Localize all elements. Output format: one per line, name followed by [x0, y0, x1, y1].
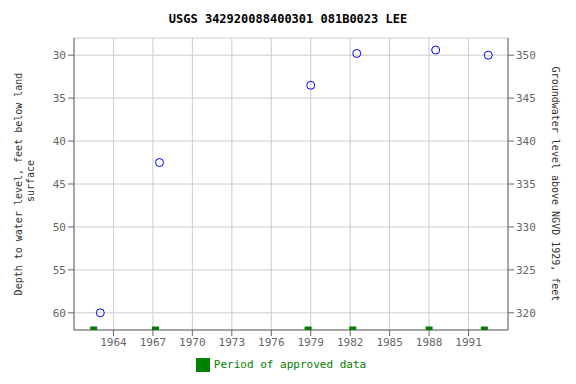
- svg-text:surface: surface: [25, 160, 36, 208]
- svg-text:1988: 1988: [416, 336, 443, 349]
- svg-text:320: 320: [516, 307, 536, 320]
- svg-text:345: 345: [516, 92, 536, 105]
- svg-text:1991: 1991: [455, 336, 482, 349]
- html-text:USGS 342920088400301 081B0023: USGS 342920088400301 081B0023 LEE: [168, 12, 408, 26]
- svg-text:55: 55: [53, 264, 66, 277]
- svg-text:Depth to water level, feet bel: Depth to water level, feet below land: [13, 73, 24, 296]
- svg-text:50: 50: [53, 221, 66, 234]
- svg-text:45: 45: [53, 178, 66, 191]
- svg-text:Groundwater level above NGVD 1: Groundwater level above NGVD 1929, feet: [550, 67, 561, 302]
- svg-text:340: 340: [516, 135, 536, 148]
- svg-text:35: 35: [53, 92, 66, 105]
- svg-text:1964: 1964: [100, 336, 127, 349]
- svg-text:1970: 1970: [179, 336, 206, 349]
- html-text:Period of approved data: Period of approved data: [213, 358, 367, 371]
- svg-text:330: 330: [516, 221, 536, 234]
- svg-text:1985: 1985: [376, 336, 403, 349]
- svg-text:30: 30: [53, 49, 66, 62]
- svg-text:325: 325: [516, 264, 536, 277]
- svg-text:1973: 1973: [219, 336, 246, 349]
- svg-text:1979: 1979: [297, 336, 324, 349]
- svg-text:1976: 1976: [258, 336, 285, 349]
- svg-text:350: 350: [516, 49, 536, 62]
- svg-text:335: 335: [516, 178, 536, 191]
- svg-text:1982: 1982: [337, 336, 364, 349]
- svg-text:40: 40: [53, 135, 66, 148]
- svg-text:1967: 1967: [140, 336, 167, 349]
- svg-text:60: 60: [53, 307, 66, 320]
